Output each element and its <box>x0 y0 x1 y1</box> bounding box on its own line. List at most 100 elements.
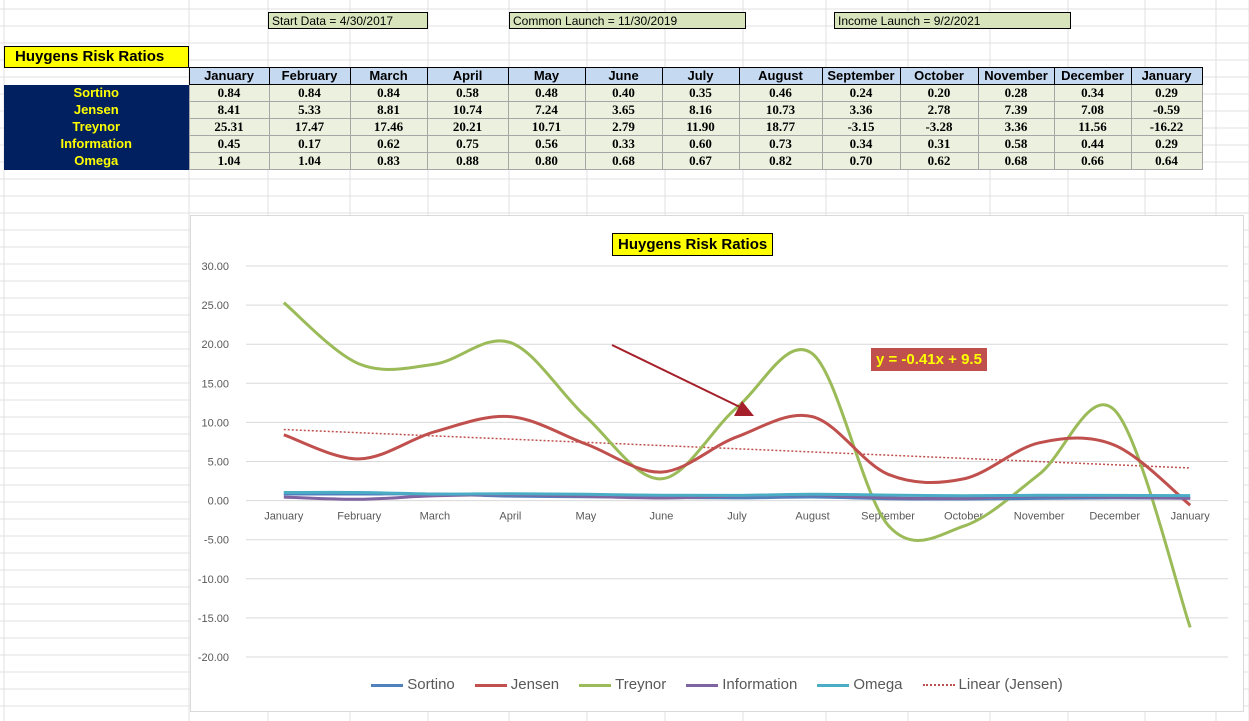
x-tick-label: November <box>1014 511 1065 523</box>
x-tick-label: December <box>1089 511 1140 523</box>
chart-canvas: 30.00 25.00 20.00 15.00 10.00 5.00 0.00 -5.00 -1… <box>198 261 1228 664</box>
column-header: July <box>661 67 740 85</box>
chart-legend: Sortino Jensen Treynor Information Omega Line… <box>191 676 1243 693</box>
data-point-treynor <box>1038 473 1041 476</box>
table-cell: 3.65 <box>584 101 663 119</box>
legend-item: Jensen <box>474 676 559 693</box>
table-row: Omega 1.04 1.04 0.83 0.88 0.80 0.68 0.67 0.82 0.7… <box>4 152 1203 170</box>
table-cell: 1.04 <box>268 152 351 170</box>
table-cell: 0.35 <box>661 84 740 102</box>
y-tick-label: -15.00 <box>198 613 229 625</box>
row-label: Information <box>4 135 189 153</box>
income-launch-label: Income Launch = 9/2/2021 <box>838 14 981 28</box>
table-cell: 5.33 <box>268 101 351 119</box>
column-header: September <box>821 67 901 85</box>
table-cell: 0.20 <box>899 84 979 102</box>
table-cell: 11.90 <box>661 118 740 136</box>
column-header: February <box>268 67 351 85</box>
table-cell: 10.73 <box>738 101 823 119</box>
data-point-information <box>358 498 361 501</box>
data-point-omega <box>1189 494 1192 497</box>
data-point-omega <box>962 494 965 497</box>
data-point-omega <box>811 493 814 496</box>
table-cell: 0.33 <box>584 135 663 153</box>
table-cell: 0.84 <box>268 84 351 102</box>
corner-cell <box>4 68 189 85</box>
table-cell: 0.83 <box>349 152 428 170</box>
table-cell: 0.46 <box>738 84 823 102</box>
x-tick-label: February <box>337 511 382 523</box>
data-point-information <box>282 496 285 499</box>
table-cell: 0.66 <box>1053 152 1132 170</box>
x-tick-label: October <box>944 511 983 523</box>
table-cell: 0.58 <box>426 84 509 102</box>
x-tick-label: January <box>264 511 304 523</box>
chart-area[interactable]: 30.00 25.00 20.00 15.00 10.00 5.00 0.00 -5.00 -1… <box>190 215 1244 712</box>
table-cell: 17.47 <box>268 118 351 136</box>
table-row: Sortino 0.84 0.84 0.84 0.58 0.48 0.40 0.35 0.46 0… <box>4 84 1203 102</box>
legend-item: Treynor <box>579 676 666 693</box>
data-point-jensen <box>887 473 890 476</box>
table-cell: 25.31 <box>188 118 270 136</box>
data-point-information <box>660 497 663 500</box>
legend-item: Information <box>686 676 797 693</box>
x-tick-label: March <box>420 511 451 523</box>
table-row: Treynor 25.31 17.47 17.46 20.21 10.71 2.79 11.9… <box>4 118 1203 136</box>
table-cell: 8.41 <box>188 101 270 119</box>
table-cell: 7.39 <box>977 101 1055 119</box>
table-cell: 0.56 <box>507 135 586 153</box>
y-tick-label: 25.00 <box>201 300 229 312</box>
data-point-treynor <box>962 525 965 528</box>
table-row: Information 0.45 0.17 0.62 0.75 0.56 0.33 0.60 0… <box>4 135 1203 153</box>
data-point-omega <box>660 494 663 497</box>
table-cell: 0.84 <box>349 84 428 102</box>
legend-label: Treynor <box>615 676 667 693</box>
data-point-treynor <box>660 477 663 480</box>
table-cell: 2.79 <box>584 118 663 136</box>
data-point-treynor <box>433 363 436 366</box>
legend-swatch <box>817 683 850 687</box>
trendline-equation: y = -0.41x + 9.5 <box>871 348 987 371</box>
table-cell: -0.59 <box>1130 101 1203 119</box>
row-label: Treynor <box>4 118 189 136</box>
data-point-treynor <box>282 301 285 304</box>
common-launch-box: Common Launch = 11/30/2019 <box>509 12 746 29</box>
data-point-treynor <box>887 524 890 527</box>
legend-swatch <box>474 683 507 687</box>
table-cell: 17.46 <box>349 118 428 136</box>
legend-item: Sortino <box>371 676 455 693</box>
table-cell: 0.80 <box>507 152 586 170</box>
start-date-box: Start Data = 4/30/2017 <box>268 12 428 29</box>
column-header: January <box>188 67 270 85</box>
legend-swatch <box>686 683 719 687</box>
table-cell: 0.73 <box>738 135 823 153</box>
data-point-jensen <box>584 442 587 445</box>
y-tick-label: 20.00 <box>201 339 229 351</box>
data-point-omega <box>736 494 739 497</box>
data-point-omega <box>509 492 512 495</box>
x-tick-label: August <box>795 511 829 523</box>
legend-item: Linear (Jensen) <box>922 676 1063 693</box>
table-cell: 0.17 <box>268 135 351 153</box>
common-launch-label: Common Launch = 11/30/2019 <box>513 14 678 28</box>
legend-swatch <box>371 683 404 687</box>
data-point-treynor <box>1113 409 1116 412</box>
legend-label: Omega <box>853 676 903 693</box>
column-header: January <box>1130 67 1203 85</box>
column-header: October <box>899 67 979 85</box>
data-point-jensen <box>1189 504 1192 507</box>
data-point-jensen <box>962 477 965 480</box>
y-tick-label: -5.00 <box>204 535 229 547</box>
data-point-omega <box>1038 494 1041 497</box>
data-point-omega <box>358 491 361 494</box>
x-tick-label: September <box>861 511 915 523</box>
x-tick-label: May <box>576 511 597 523</box>
data-point-jensen <box>509 415 512 418</box>
y-tick-label: -10.00 <box>198 574 229 586</box>
data-point-information <box>1189 497 1192 500</box>
table-cell: 0.82 <box>738 152 823 170</box>
y-tick-label: -20.00 <box>198 652 229 664</box>
table-cell: 3.36 <box>821 101 901 119</box>
series-line-treynor <box>282 301 1192 628</box>
data-point-omega <box>433 493 436 496</box>
